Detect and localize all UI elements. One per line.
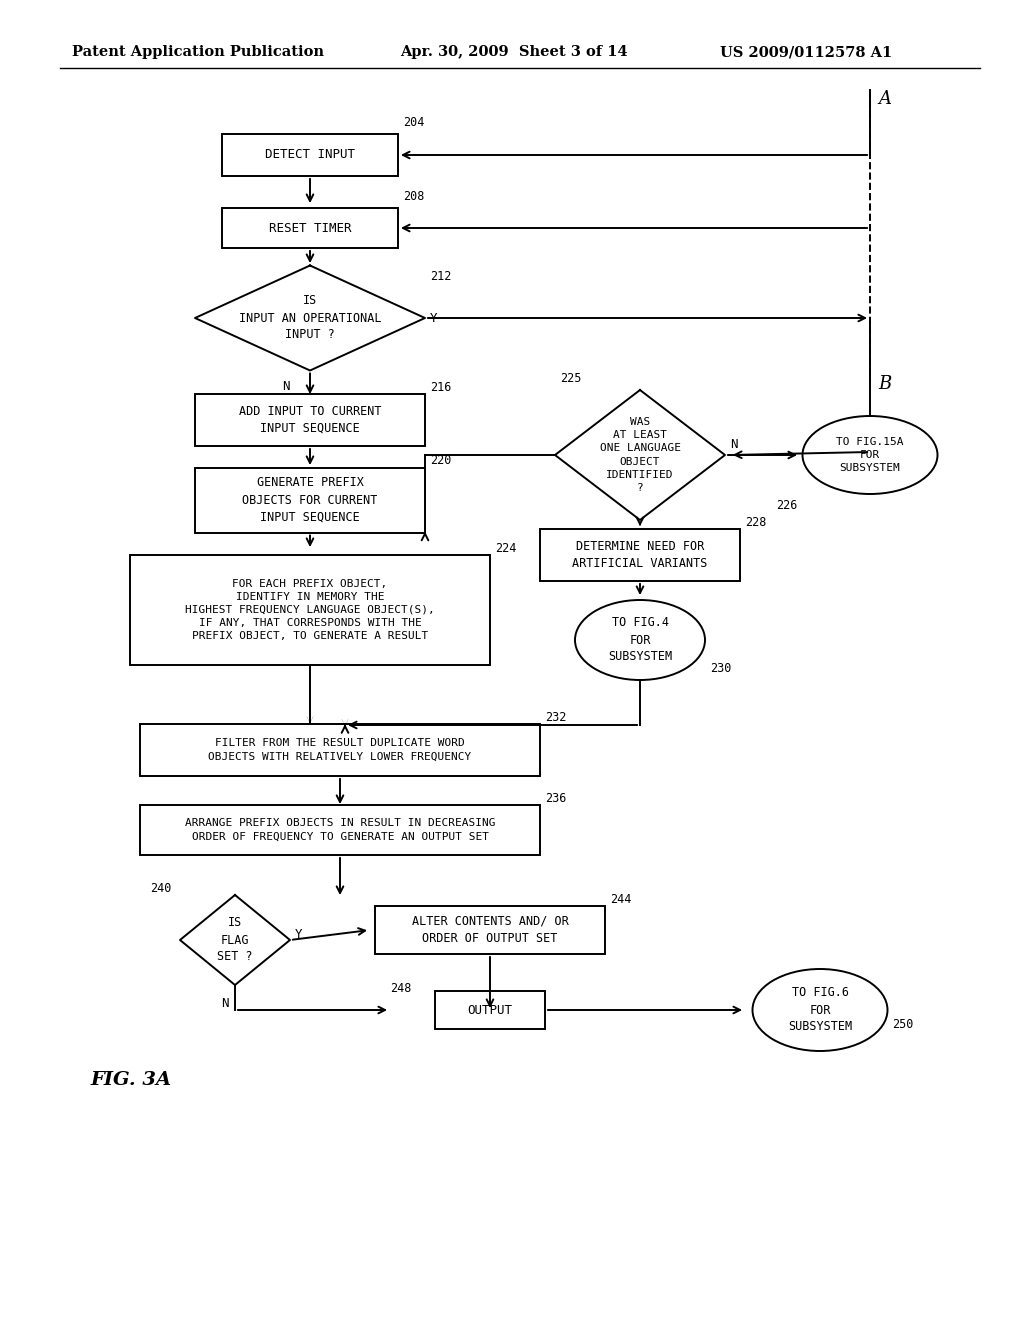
- Polygon shape: [555, 389, 725, 520]
- Text: OUTPUT: OUTPUT: [468, 1003, 512, 1016]
- Bar: [140, 723, 540, 776]
- Polygon shape: [180, 895, 290, 985]
- Text: IS
INPUT AN OPERATIONAL
INPUT ?: IS INPUT AN OPERATIONAL INPUT ?: [239, 294, 381, 342]
- Text: 244: 244: [610, 894, 632, 906]
- Text: DETERMINE NEED FOR
ARTIFICIAL VARIANTS: DETERMINE NEED FOR ARTIFICIAL VARIANTS: [572, 540, 708, 570]
- Text: 208: 208: [403, 190, 424, 203]
- Text: TO FIG.6
FOR
SUBSYSTEM: TO FIG.6 FOR SUBSYSTEM: [787, 986, 852, 1034]
- Text: 232: 232: [545, 711, 566, 723]
- Text: N: N: [221, 997, 228, 1010]
- Text: 240: 240: [150, 882, 171, 895]
- Text: Y: Y: [430, 312, 437, 325]
- Bar: [130, 554, 490, 665]
- Polygon shape: [195, 265, 425, 371]
- Text: GENERATE PREFIX
OBJECTS FOR CURRENT
INPUT SEQUENCE: GENERATE PREFIX OBJECTS FOR CURRENT INPU…: [243, 477, 378, 524]
- Text: 212: 212: [430, 271, 452, 284]
- Text: 216: 216: [430, 381, 452, 393]
- Text: TO FIG.4
FOR
SUBSYSTEM: TO FIG.4 FOR SUBSYSTEM: [608, 616, 672, 664]
- Text: N: N: [730, 438, 737, 451]
- Text: ARRANGE PREFIX OBJECTS IN RESULT IN DECREASING
ORDER OF FREQUENCY TO GENERATE AN: ARRANGE PREFIX OBJECTS IN RESULT IN DECR…: [184, 818, 496, 842]
- Text: FILTER FROM THE RESULT DUPLICATE WORD
OBJECTS WITH RELATIVELY LOWER FREQUENCY: FILTER FROM THE RESULT DUPLICATE WORD OB…: [208, 738, 472, 762]
- Bar: [140, 805, 540, 855]
- Text: Patent Application Publication: Patent Application Publication: [72, 45, 324, 59]
- Text: Apr. 30, 2009  Sheet 3 of 14: Apr. 30, 2009 Sheet 3 of 14: [400, 45, 628, 59]
- Text: 204: 204: [403, 116, 424, 129]
- Text: 220: 220: [430, 454, 452, 467]
- Text: 248: 248: [390, 982, 412, 995]
- Ellipse shape: [753, 969, 888, 1051]
- Text: 225: 225: [560, 372, 582, 385]
- Bar: [435, 991, 545, 1030]
- Text: 228: 228: [745, 516, 766, 529]
- Text: 250: 250: [893, 1019, 913, 1031]
- Text: 224: 224: [495, 543, 516, 554]
- Text: FOR EACH PREFIX OBJECT,
IDENTIFY IN MEMORY THE
HIGHEST FREQUENCY LANGUAGE OBJECT: FOR EACH PREFIX OBJECT, IDENTIFY IN MEMO…: [185, 578, 435, 642]
- Text: US 2009/0112578 A1: US 2009/0112578 A1: [720, 45, 892, 59]
- Text: 230: 230: [710, 663, 731, 675]
- Bar: [222, 135, 398, 176]
- Text: DETECT INPUT: DETECT INPUT: [265, 149, 355, 161]
- Bar: [375, 906, 605, 954]
- Text: B: B: [878, 375, 891, 393]
- Bar: [540, 529, 740, 581]
- Text: FIG. 3A: FIG. 3A: [90, 1071, 171, 1089]
- Text: WAS
AT LEAST
ONE LANGUAGE
OBJECT
IDENTIFIED
?: WAS AT LEAST ONE LANGUAGE OBJECT IDENTIF…: [599, 417, 681, 492]
- Bar: [195, 393, 425, 446]
- Text: IS
FLAG
SET ?: IS FLAG SET ?: [217, 916, 253, 964]
- Bar: [195, 467, 425, 532]
- Text: A: A: [878, 90, 891, 108]
- Text: Y: Y: [295, 928, 302, 941]
- Text: 226: 226: [776, 499, 798, 512]
- Text: ALTER CONTENTS AND/ OR
ORDER OF OUTPUT SET: ALTER CONTENTS AND/ OR ORDER OF OUTPUT S…: [412, 915, 568, 945]
- Ellipse shape: [575, 601, 705, 680]
- Bar: [222, 209, 398, 248]
- Text: N: N: [283, 380, 290, 393]
- Text: RESET TIMER: RESET TIMER: [268, 222, 351, 235]
- Text: TO FIG.15A
FOR
SUBSYSTEM: TO FIG.15A FOR SUBSYSTEM: [837, 437, 904, 473]
- Text: Y: Y: [622, 528, 629, 541]
- Text: 236: 236: [545, 792, 566, 805]
- Ellipse shape: [803, 416, 938, 494]
- Text: ADD INPUT TO CURRENT
INPUT SEQUENCE: ADD INPUT TO CURRENT INPUT SEQUENCE: [239, 405, 381, 436]
